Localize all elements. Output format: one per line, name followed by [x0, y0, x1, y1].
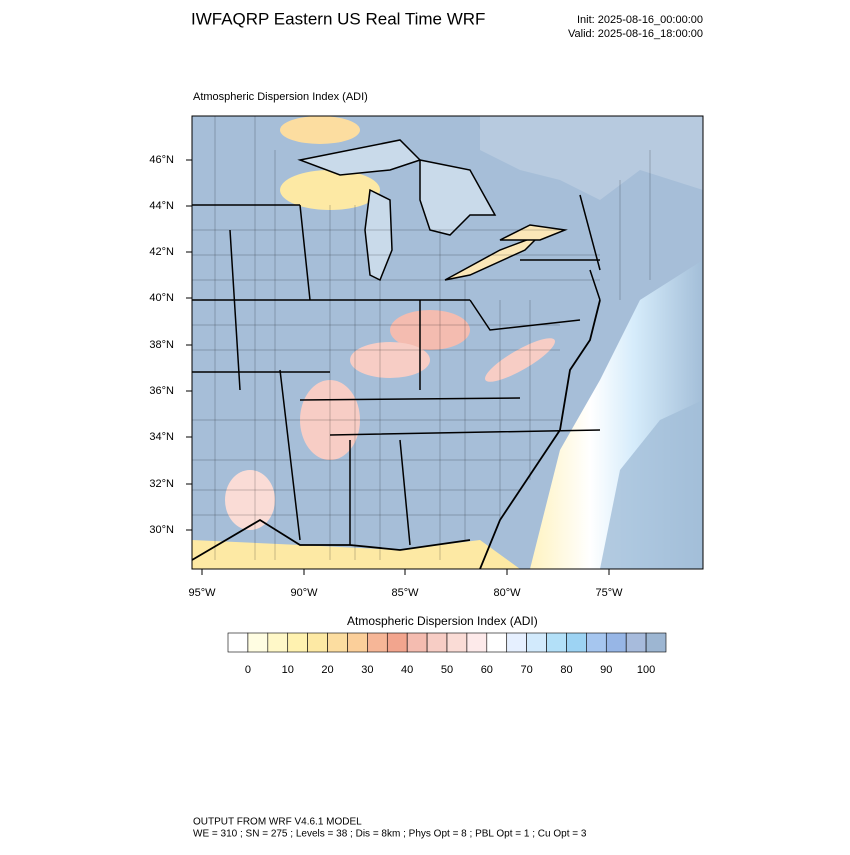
- colorbar-tick-label: 20: [321, 664, 333, 676]
- footer-line: WE = 310 ; SN = 275 ; Levels = 38 ; Dis …: [193, 829, 587, 840]
- color-box: [466, 632, 488, 653]
- colorbar-tick-label: 70: [521, 664, 533, 676]
- colorbar-tick-label: 10: [282, 664, 294, 676]
- color-box: [566, 632, 587, 653]
- map-subtitle: Atmospheric Dispersion Index (ADI): [193, 91, 368, 103]
- title: IWFAQRP Eastern US Real Time WRF: [191, 9, 485, 28]
- colorbar-tick-label: 90: [600, 664, 612, 676]
- colorbar-tick-label: 100: [637, 664, 655, 676]
- color-box: [267, 632, 289, 653]
- color-box: [486, 632, 508, 653]
- color-box: [287, 632, 308, 653]
- lat-label: 32°N: [149, 478, 174, 490]
- lat-label: 44°N: [149, 200, 174, 212]
- lat-label: 36°N: [149, 385, 174, 397]
- colorbar-tick-label: 60: [481, 664, 493, 676]
- map-frame: [191, 115, 704, 570]
- colorbar-title: Atmospheric Dispersion Index (ADI): [347, 614, 538, 628]
- color-box: [426, 632, 448, 653]
- valid-time: Valid: 2025-08-16_18:00:00: [568, 28, 703, 40]
- color-box: [446, 632, 468, 653]
- color-box: [327, 632, 348, 653]
- lat-label: 30°N: [149, 524, 174, 536]
- color-box: [625, 632, 647, 653]
- lon-label: 90°W: [290, 587, 318, 599]
- lon-label: 95°W: [188, 587, 216, 599]
- color-box: [227, 632, 249, 653]
- color-box: [386, 632, 408, 653]
- colorbar-tick-label: 0: [245, 664, 251, 676]
- lat-label: 38°N: [149, 339, 174, 351]
- color-box: [546, 632, 567, 653]
- init-time: Init: 2025-08-16_00:00:00: [577, 14, 703, 26]
- lat-label: 34°N: [149, 431, 174, 443]
- lat-label: 46°N: [149, 154, 174, 166]
- lon-label: 75°W: [595, 587, 623, 599]
- color-box: [506, 632, 527, 653]
- color-box: [367, 632, 388, 653]
- colorbar-tick-label: 40: [401, 664, 413, 676]
- color-box: [347, 632, 368, 653]
- lon-label: 85°W: [391, 587, 419, 599]
- color-box: [526, 632, 547, 653]
- colorbar-tick-label: 50: [441, 664, 453, 676]
- color-box: [307, 632, 328, 653]
- color-box: [406, 632, 428, 653]
- color-box: [605, 632, 627, 653]
- lat-label: 40°N: [149, 292, 174, 304]
- lat-label: 42°N: [149, 246, 174, 258]
- colorbar-tick-label: 80: [560, 664, 572, 676]
- colorbar-tick-label: 30: [361, 664, 373, 676]
- color-box: [586, 632, 607, 653]
- color-box: [645, 632, 667, 653]
- color-box: [247, 632, 269, 653]
- footer-line: OUTPUT FROM WRF V4.6.1 MODEL: [193, 817, 362, 828]
- lon-label: 80°W: [493, 587, 521, 599]
- map: [192, 116, 703, 569]
